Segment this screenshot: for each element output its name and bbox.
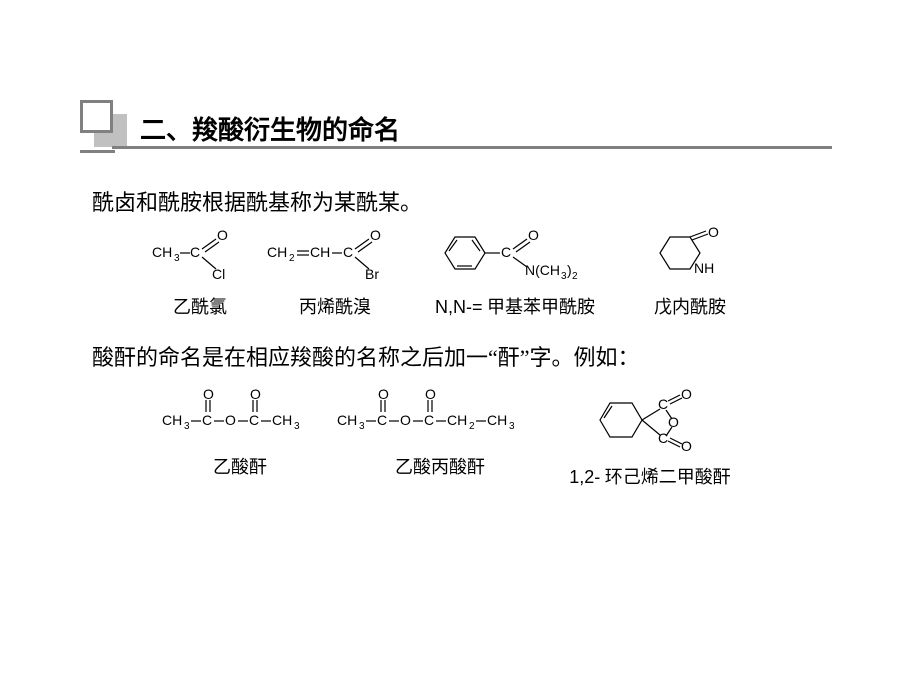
molecule-dimethylbenzamide: C O N(CH3)2 N,N-= 甲基苯甲酰胺 <box>410 225 620 319</box>
svg-text:O: O <box>681 386 692 402</box>
molecule-row-1: CH3 C O Cl 乙酰氯 CH2 CH C O Br 丙烯酰溴 <box>140 225 760 319</box>
svg-text:O: O <box>528 227 539 243</box>
svg-text:3: 3 <box>174 253 180 264</box>
svg-text:CH: CH <box>267 244 287 260</box>
svg-text:2: 2 <box>572 271 578 282</box>
label-acryloyl-bromide: 丙烯酰溴 <box>299 293 371 319</box>
svg-text:C: C <box>190 244 200 260</box>
title-rule-left <box>80 150 115 153</box>
svg-text:3: 3 <box>294 421 300 432</box>
svg-text:C: C <box>343 244 353 260</box>
svg-text:C: C <box>658 430 668 446</box>
label-valerolactam: 戊内酰胺 <box>654 293 726 319</box>
molecule-row-2: CH3 C O O C O CH3 乙酸酐 CH3 C O O C <box>150 385 750 489</box>
svg-text:O: O <box>217 227 228 243</box>
svg-text:N(CH: N(CH <box>525 262 560 278</box>
paragraph-2: 酸酐的命名是在相应羧酸的名称之后加一“酐”字。例如： <box>92 340 640 372</box>
svg-text:O: O <box>378 386 389 402</box>
molecule-acetyl-chloride: CH3 C O Cl 乙酰氯 <box>140 225 260 319</box>
svg-text:): ) <box>567 262 572 278</box>
svg-text:3: 3 <box>359 421 365 432</box>
svg-text:CH: CH <box>487 412 507 428</box>
svg-text:O: O <box>400 412 411 428</box>
svg-text:2: 2 <box>469 421 475 432</box>
svg-text:O: O <box>203 386 214 402</box>
svg-text:O: O <box>681 438 692 454</box>
label-acetyl-chloride: 乙酰氯 <box>173 293 227 319</box>
label-dimethylbenzamide: N,N-= 甲基苯甲酰胺 <box>435 293 595 319</box>
prefix-nn: N,N-= <box>435 297 483 317</box>
svg-text:C: C <box>424 412 434 428</box>
label-acetic-anhydride: 乙酸酐 <box>213 453 267 479</box>
page-title: 二、羧酸衍生物的命名 <box>140 110 400 147</box>
svg-text:NH: NH <box>694 260 714 276</box>
molecule-acetic-propionic-anhydride: CH3 C O O C O CH2 CH3 乙酸丙酸酐 <box>330 385 550 479</box>
label-text-dmb: 甲基苯甲酰胺 <box>487 297 595 317</box>
molecule-acryloyl-bromide: CH2 CH C O Br 丙烯酰溴 <box>260 225 410 319</box>
title-square <box>80 100 113 133</box>
svg-text:C: C <box>249 412 259 428</box>
svg-text:O: O <box>425 386 436 402</box>
svg-text:CH: CH <box>337 412 357 428</box>
svg-text:CH: CH <box>162 412 182 428</box>
svg-text:CH: CH <box>447 412 467 428</box>
molecule-acetic-anhydride: CH3 C O O C O CH3 乙酸酐 <box>150 385 330 479</box>
svg-text:C: C <box>377 412 387 428</box>
svg-text:Cl: Cl <box>212 266 225 282</box>
svg-text:3: 3 <box>509 421 515 432</box>
label-acetic-propionic-anhydride: 乙酸丙酸酐 <box>395 453 485 479</box>
prefix-12: 1,2- <box>569 467 600 487</box>
svg-text:Br: Br <box>365 266 379 282</box>
svg-text:2: 2 <box>289 253 295 264</box>
label-cyclohexene-anhydride: 1,2- 环己烯二甲酸酐 <box>569 463 731 489</box>
svg-text:O: O <box>250 386 261 402</box>
svg-text:O: O <box>668 414 679 430</box>
paragraph-1: 酰卤和酰胺根据酰基称为某酰某。 <box>92 185 422 217</box>
svg-text:CH: CH <box>310 244 330 260</box>
svg-text:O: O <box>225 412 236 428</box>
svg-text:CH: CH <box>272 412 292 428</box>
svg-text:C: C <box>501 244 511 260</box>
svg-text:O: O <box>370 227 381 243</box>
svg-text:C: C <box>658 396 668 412</box>
svg-text:CH: CH <box>152 244 172 260</box>
label-text-cha: 环己烯二甲酸酐 <box>605 467 731 487</box>
molecule-cyclohexene-anhydride: C O O C O 1,2- 环己烯二甲酸酐 <box>550 385 750 489</box>
svg-text:3: 3 <box>184 421 190 432</box>
svg-text:C: C <box>202 412 212 428</box>
molecule-valerolactam: NH O 戊内酰胺 <box>620 225 760 319</box>
svg-text:O: O <box>708 225 719 240</box>
